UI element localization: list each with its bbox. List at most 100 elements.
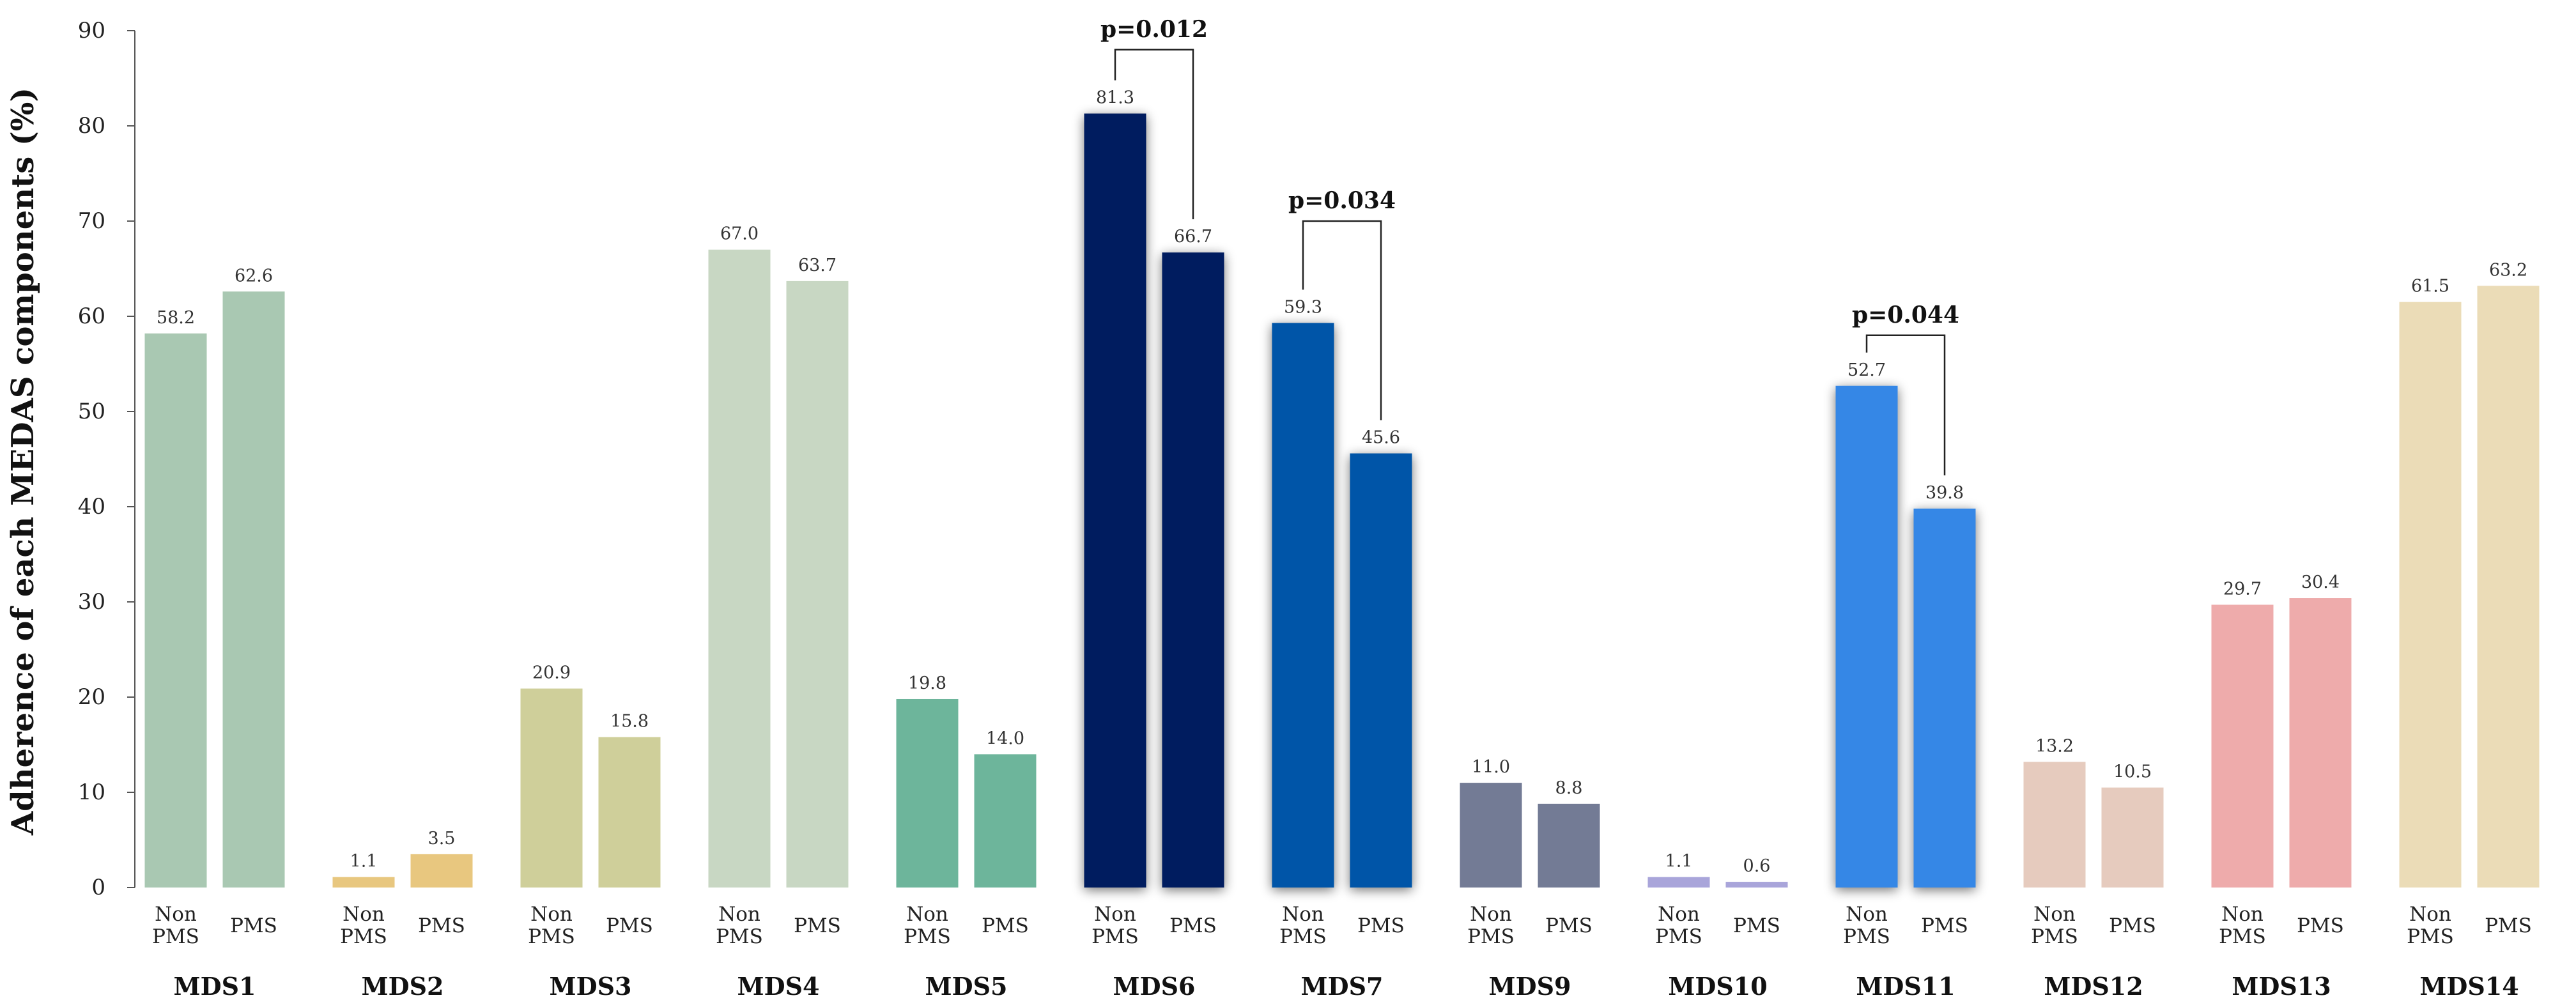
series-label: PMS (794, 914, 841, 937)
bar-mds14-non-pms (2399, 302, 2462, 888)
bar-mds9-non-pms (1460, 783, 1522, 888)
y-tick-label: 60 (78, 304, 105, 329)
p-value-label: p=0.034 (1288, 187, 1396, 214)
bar-mds7-pms (1350, 453, 1412, 888)
y-tick-label: 70 (78, 208, 105, 234)
value-label: 14.0 (986, 728, 1024, 748)
bar-mds5-pms (974, 754, 1037, 888)
bar-mds5-non-pms (896, 698, 959, 888)
bar-mds10-non-pms (1647, 877, 1710, 888)
series-label: PMS (340, 925, 387, 948)
bar-mds7-non-pms (1272, 323, 1334, 888)
y-tick-label: 90 (78, 18, 105, 43)
series-label: PMS (1467, 925, 1515, 948)
value-label: 15.8 (610, 712, 649, 732)
category-label-mds1: MDS1 (174, 972, 256, 1001)
y-tick-label: 30 (78, 589, 105, 615)
bar-mds6-non-pms (1084, 113, 1146, 888)
series-label: Non (2409, 903, 2451, 926)
series-label: PMS (2407, 925, 2454, 948)
bar-mds10-pms (1725, 882, 1788, 888)
y-tick-label: 10 (78, 780, 105, 805)
series-label: PMS (606, 914, 653, 937)
series-label: PMS (1545, 914, 1593, 937)
series-label: PMS (230, 914, 277, 937)
bar-mds14-pms (2477, 286, 2540, 888)
series-label: Non (2221, 903, 2264, 926)
series-label: Non (1470, 903, 1512, 926)
series-label: PMS (1169, 914, 1217, 937)
y-tick-label: 50 (78, 399, 105, 424)
value-label: 1.1 (1665, 852, 1693, 872)
value-label: 52.7 (1847, 360, 1886, 380)
significance-bracket (1114, 49, 1194, 220)
series-label: Non (1658, 903, 1700, 926)
bar-mds1-pms (222, 291, 285, 888)
y-axis-label: Adherence of each MEDAS components (%) (5, 88, 41, 836)
value-label: 45.6 (1362, 428, 1400, 448)
series-label: PMS (1733, 914, 1780, 937)
series-label: Non (1282, 903, 1324, 926)
y-tick-label: 80 (78, 113, 105, 139)
p-value-label: p=0.044 (1852, 302, 1959, 328)
series-label: Non (906, 903, 948, 926)
value-label: 61.5 (2411, 277, 2449, 296)
series-label: Non (155, 903, 197, 926)
bars: 58.2 62.6 1.1 3.5 20.9 15.8 67.0 63.7 19.8 14.0 81… (144, 88, 2540, 888)
category-label-mds5: MDS5 (925, 972, 1008, 1001)
series-label: Non (530, 903, 573, 926)
series-label: PMS (1091, 925, 1139, 948)
category-label-mds3: MDS3 (550, 972, 632, 1001)
value-label: 67.0 (720, 224, 759, 244)
significance-annotations: p=0.012 p=0.034 p=0.044 (1100, 16, 1959, 475)
series-label: Non (343, 903, 385, 926)
series-label: PMS (418, 914, 465, 937)
series-label: Non (2033, 903, 2076, 926)
category-label-mds12: MDS12 (2044, 972, 2143, 1001)
value-label: 13.2 (2035, 736, 2074, 756)
bar-mds11-non-pms (1835, 385, 1898, 888)
category-label-mds14: MDS14 (2419, 972, 2518, 1001)
series-label: PMS (716, 925, 763, 948)
bar-mds9-pms (1538, 803, 1600, 888)
bar-mds4-non-pms (708, 249, 771, 888)
series-label: PMS (2297, 914, 2344, 937)
series-label: PMS (1655, 925, 1702, 948)
y-tick-label: 40 (78, 494, 105, 519)
value-label: 62.6 (235, 266, 273, 286)
bar-mds3-non-pms (520, 688, 583, 888)
series-label: PMS (2485, 914, 2532, 937)
category-label-mds4: MDS4 (737, 972, 820, 1001)
value-label: 30.4 (2301, 573, 2340, 592)
series-label: Non (1094, 903, 1136, 926)
bar-mds12-non-pms (2023, 762, 2086, 888)
bar-mds2-pms (410, 854, 473, 888)
series-label: PMS (1357, 914, 1405, 937)
value-label: 81.3 (1096, 88, 1134, 108)
category-label-mds9: MDS9 (1489, 972, 1571, 1001)
significance-bracket (1865, 334, 1946, 475)
value-label: 59.3 (1284, 297, 1322, 317)
value-label: 58.2 (157, 308, 195, 328)
y-tick-label: 20 (78, 684, 105, 710)
category-label-mds6: MDS6 (1113, 972, 1196, 1001)
value-label: 39.8 (1925, 483, 1964, 503)
series-label: PMS (2109, 914, 2156, 937)
y-tick-label: 0 (91, 875, 105, 900)
category-label-mds11: MDS11 (1856, 972, 1955, 1001)
series-label: PMS (982, 914, 1029, 937)
value-label: 1.1 (350, 852, 378, 872)
series-label: Non (1846, 903, 1888, 926)
category-label-mds2: MDS2 (362, 972, 444, 1001)
category-label-mds10: MDS10 (1668, 972, 1767, 1001)
value-label: 8.8 (1555, 778, 1583, 798)
bar-mds11-pms (1913, 508, 1976, 888)
series-label: PMS (2031, 925, 2078, 948)
series-label: PMS (2219, 925, 2266, 948)
bar-mds12-pms (2101, 787, 2164, 888)
value-label: 66.7 (1174, 227, 1212, 247)
significance-bracket (1302, 220, 1382, 420)
bar-mds1-non-pms (144, 333, 207, 888)
category-label-mds7: MDS7 (1301, 972, 1384, 1001)
